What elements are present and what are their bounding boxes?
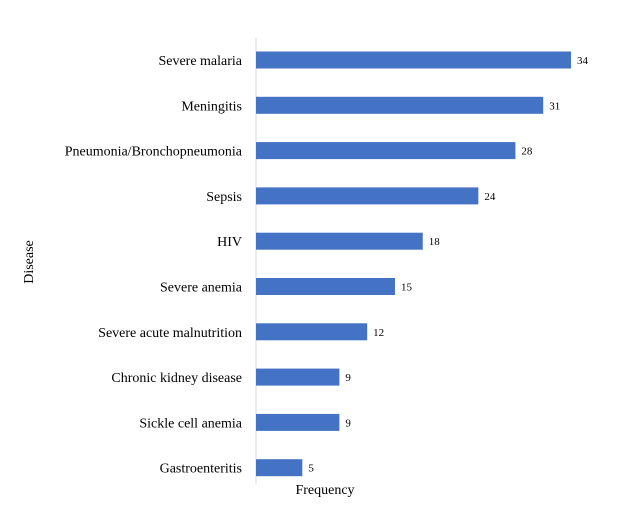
data-label: 5 xyxy=(308,463,314,475)
bar xyxy=(256,459,303,477)
data-label: 28 xyxy=(521,146,533,158)
bar xyxy=(256,323,368,341)
category-label: Severe anemia xyxy=(160,281,243,296)
category-labels-group: Severe malaria Meningitis Pneumonia/Bronch… xyxy=(65,54,243,477)
category-label: Meningitis xyxy=(181,99,242,114)
x-axis-title: Frequency xyxy=(295,483,354,498)
data-label: 24 xyxy=(484,191,496,203)
bar xyxy=(256,368,340,386)
data-label: 12 xyxy=(373,327,384,339)
data-label: 18 xyxy=(429,236,441,248)
category-label: Severe acute malnutrition xyxy=(98,326,242,341)
category-label: Pneumonia/Bronchopneumonia xyxy=(65,145,243,160)
data-label: 31 xyxy=(549,100,560,112)
category-label: HIV xyxy=(217,235,242,250)
category-label: Chronic kidney disease xyxy=(111,371,242,386)
data-label: 15 xyxy=(401,282,413,294)
data-label: 9 xyxy=(345,372,351,384)
y-axis-title: Disease xyxy=(22,240,37,284)
bar xyxy=(256,413,340,431)
data-label: 34 xyxy=(577,55,589,67)
data-labels-group: 34 31 28 24 18 15 12 9 9 5 xyxy=(308,55,588,475)
bar xyxy=(256,278,395,295)
bar xyxy=(256,96,544,114)
category-label: Gastroenteritis xyxy=(160,462,242,477)
category-label: Severe malaria xyxy=(158,54,242,69)
category-label: Sickle cell anemia xyxy=(139,416,242,431)
data-label: 9 xyxy=(345,417,351,429)
bar xyxy=(256,232,423,250)
category-label: Sepsis xyxy=(206,190,242,205)
bar xyxy=(256,51,571,69)
bar xyxy=(256,187,479,205)
bars-group xyxy=(256,51,571,477)
bar xyxy=(256,142,516,160)
